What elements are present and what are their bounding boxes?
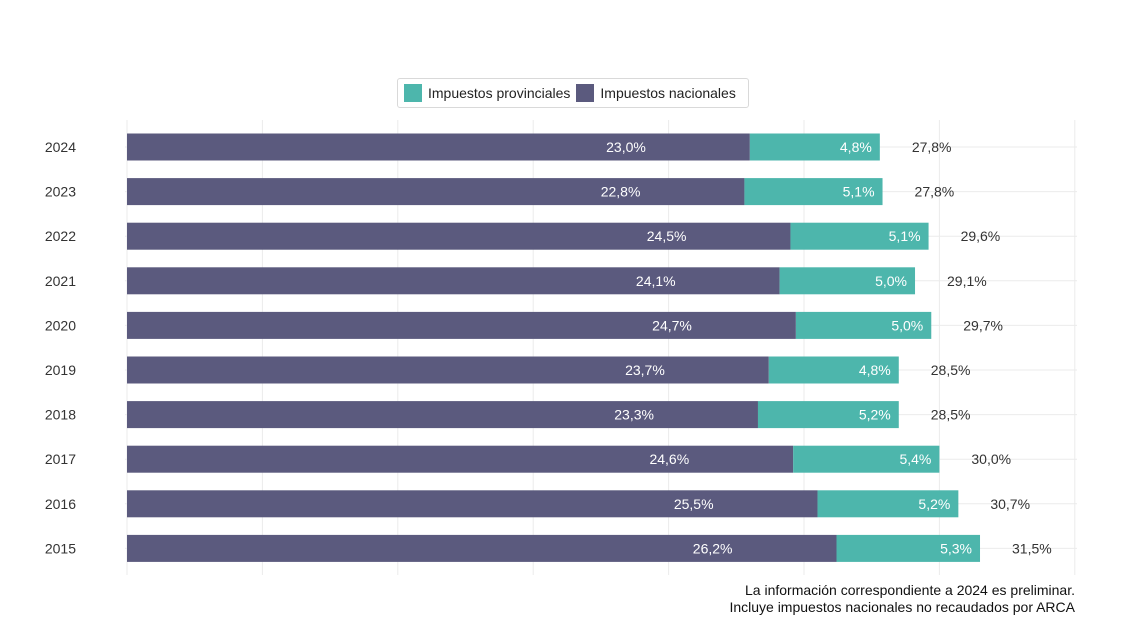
chart-footnote: La información correspondiente a 2024 es…: [729, 582, 1075, 616]
bar-provinciales: [779, 267, 916, 295]
bar-nacionales: [127, 222, 791, 250]
data-label-total: 28,5%: [931, 407, 971, 423]
data-label-total: 27,8%: [915, 184, 955, 200]
y-tick-label: 2024: [45, 139, 76, 155]
data-label-provinciales: 4,8%: [859, 362, 891, 378]
data-label-nacionales: 23,3%: [614, 407, 654, 423]
legend-label-provinciales: Impuestos provinciales: [428, 85, 571, 101]
data-label-provinciales: 5,1%: [889, 228, 921, 244]
footnote-line-1: La información correspondiente a 2024 es…: [745, 582, 1075, 598]
bar-nacionales: [127, 356, 769, 384]
data-label-total: 28,5%: [931, 362, 971, 378]
bar-provinciales: [790, 222, 929, 250]
data-label-total: 30,0%: [971, 451, 1011, 467]
bars-layer: [127, 133, 981, 562]
data-label-provinciales: 5,3%: [940, 540, 972, 556]
bar-nacionales: [127, 490, 818, 518]
legend: Impuestos provinciales Impuestos naciona…: [397, 78, 749, 108]
y-tick-label: 2019: [45, 362, 76, 378]
y-tick-label: 2018: [45, 407, 76, 423]
bar-nacionales: [127, 311, 796, 339]
y-tick-label: 2020: [45, 317, 76, 333]
y-tick-label: 2016: [45, 496, 76, 512]
data-label-provinciales: 5,0%: [875, 273, 907, 289]
data-label-total: 29,7%: [963, 317, 1003, 333]
bar-nacionales: [127, 445, 794, 473]
legend-label-nacionales: Impuestos nacionales: [600, 85, 736, 101]
data-label-nacionales: 24,6%: [649, 451, 689, 467]
y-tick-label: 2022: [45, 228, 76, 244]
bar-nacionales: [127, 178, 745, 206]
footnote-line-2: Incluye impuestos nacionales no recaudad…: [729, 599, 1075, 615]
data-label-nacionales: 24,1%: [636, 273, 676, 289]
bar-provinciales: [793, 445, 940, 473]
legend-swatch-provinciales: [404, 84, 422, 102]
bar-provinciales: [795, 311, 932, 339]
data-label-total: 29,1%: [947, 273, 987, 289]
bar-nacionales: [127, 267, 780, 295]
data-label-nacionales: 24,7%: [652, 317, 692, 333]
data-label-nacionales: 25,5%: [674, 496, 714, 512]
legend-item-nacionales[interactable]: Impuestos nacionales: [576, 84, 736, 102]
data-label-provinciales: 5,2%: [859, 407, 891, 423]
bar-provinciales: [749, 133, 880, 161]
data-label-total: 29,6%: [961, 228, 1001, 244]
data-label-provinciales: 5,0%: [891, 317, 923, 333]
bar-provinciales: [768, 356, 899, 384]
bar-nacionales: [127, 534, 837, 562]
bar-nacionales: [127, 401, 758, 429]
data-label-provinciales: 5,1%: [843, 184, 875, 200]
data-label-nacionales: 23,7%: [625, 362, 665, 378]
data-label-provinciales: 4,8%: [840, 139, 872, 155]
data-label-total: 30,7%: [990, 496, 1030, 512]
data-label-total: 31,5%: [1012, 540, 1052, 556]
bar-provinciales: [817, 490, 959, 518]
data-label-total: 27,8%: [912, 139, 952, 155]
bar-provinciales: [744, 178, 883, 206]
data-label-nacionales: 22,8%: [601, 184, 641, 200]
data-label-provinciales: 5,4%: [899, 451, 931, 467]
y-tick-label: 2017: [45, 451, 76, 467]
labels-layer: 2024 23,0% 4,8% 27,8% 2023 22,8% 5,1% 27,8% 2022…: [45, 139, 1052, 556]
legend-item-provinciales[interactable]: Impuestos provinciales: [404, 84, 570, 102]
y-tick-label: 2023: [45, 184, 76, 200]
legend-swatch-nacionales: [576, 84, 595, 102]
bar-nacionales: [127, 133, 750, 161]
bar-provinciales: [757, 401, 899, 429]
data-label-nacionales: 23,0%: [606, 139, 646, 155]
data-label-nacionales: 24,5%: [647, 228, 687, 244]
y-tick-label: 2021: [45, 273, 76, 289]
y-tick-label: 2015: [45, 540, 76, 556]
data-label-provinciales: 5,2%: [918, 496, 950, 512]
data-label-nacionales: 26,2%: [693, 540, 733, 556]
bar-provinciales: [836, 534, 981, 562]
